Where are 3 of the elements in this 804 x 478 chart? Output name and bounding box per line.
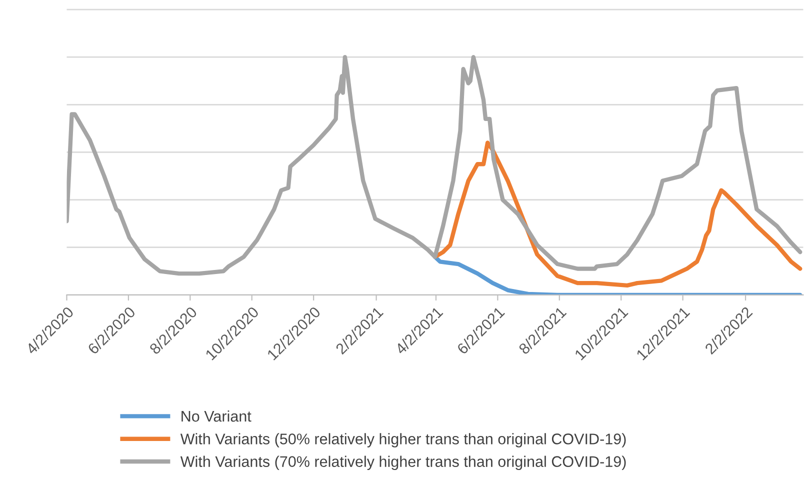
legend-label: No Variant bbox=[182, 410, 252, 422]
legend-label: With Variants (70% relatively higher trans than original COVID-19) bbox=[180, 456, 626, 470]
legend-label: With Variants (50% relatively higher trans than original COVID-19) bbox=[180, 433, 626, 448]
